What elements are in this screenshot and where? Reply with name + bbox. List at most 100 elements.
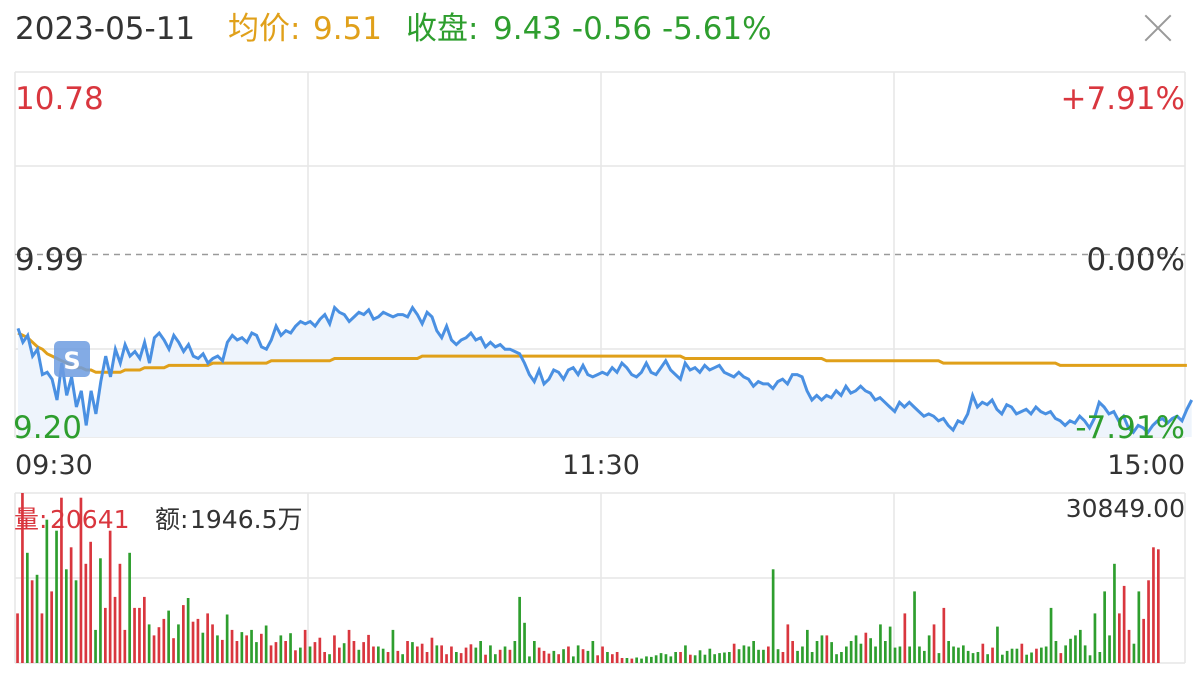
volume-bar [264,625,268,663]
volume-bar [489,645,492,663]
volume-bar [523,622,526,663]
volume-bar [586,650,590,663]
volume-bar [333,635,336,663]
volume-bar [703,654,707,663]
volume-bar [186,598,190,663]
volume-bar [84,563,88,663]
volume-bar [216,635,219,663]
volume-bar [16,613,19,663]
volume-bar [986,654,989,663]
volume-bar [552,650,556,663]
volume-bar [425,652,429,663]
volume-bar [996,626,999,663]
volume-bar [503,646,507,663]
volume-bar [182,605,185,663]
volume-bar [747,646,751,663]
volume-bar [147,624,151,663]
volume-bar [118,563,122,663]
volume-bar [1079,629,1082,663]
volume-bar [303,629,307,663]
volume-bar [1103,591,1106,663]
volume-bar [367,634,370,663]
volume-bar [1108,635,1111,663]
y-right-bottom: -7.91% [1075,410,1185,446]
volume-bar [815,641,819,663]
volume-bar [479,641,482,663]
volume-bar [1147,580,1150,663]
s-badge-icon[interactable]: S [54,341,90,377]
volume-bar [308,646,312,663]
volume-bar [879,624,882,663]
volume-bar [440,645,443,663]
volume-bar [830,642,833,663]
volume-bar [601,646,604,663]
volume-bar [1088,655,1092,663]
volume-bar [255,642,258,663]
volume-bar [416,646,419,663]
volume-bar [898,646,902,663]
volume-bar [1152,547,1155,663]
volume-bar [362,642,365,663]
volume-bar [620,658,624,663]
volume-bar [430,637,434,663]
volume-bar [445,654,448,663]
volume-bar [104,607,107,663]
volume-bar [1064,645,1067,663]
volume-bar [455,652,458,663]
volume-bar [459,653,463,663]
volume-bar [484,654,487,663]
volume-bar [498,649,502,663]
volume-bar [801,646,804,663]
volume-bar [869,638,872,663]
volume-bar [903,613,907,663]
volume-bar [572,656,575,663]
volume-bar [40,613,44,663]
volume-bar [767,646,770,663]
volume-bar [411,642,414,663]
volume-bar [606,652,609,663]
volume-bar [937,653,941,663]
volume-bar [172,638,175,663]
x-tick-mid: 11:30 [562,450,640,481]
volume-bar [1040,647,1043,663]
volume-bar [654,655,658,663]
volume-bar [35,574,39,663]
volume-bar [450,646,453,663]
price-line [16,304,1194,435]
volume-bar [245,635,248,663]
volume-bar [347,629,351,663]
date-label: 2023-05-11 [15,11,196,47]
volume-bar [781,652,785,663]
x-tick-close: 15:00 [1107,450,1185,481]
volume-bar [918,646,921,663]
volume-bar [698,650,702,663]
volume-bar [728,652,731,663]
amount-label: 额: [155,505,188,534]
volume-bar [1001,654,1004,663]
volume-bar [659,653,663,663]
volume-bar [235,641,239,663]
volume-bar [630,658,634,663]
volume-bar [372,646,375,663]
volume-bar [1157,549,1160,663]
volume-bar [640,658,643,663]
volume-bar [874,646,877,663]
volume-bar [1015,648,1019,663]
volume-bar [50,591,53,663]
volume-bar [279,635,283,663]
volume-bar [128,552,131,663]
volume-bar [1113,563,1116,663]
volume-bar [177,624,180,663]
volume-bar [674,652,677,663]
volume-bar [786,624,790,663]
volume-bar [230,629,234,663]
volume-bar [1069,638,1072,663]
volume-bar [537,647,541,663]
volume-bar [381,648,385,663]
volume-bar [240,632,244,663]
volume-bar [981,643,985,663]
volume-bar [957,647,960,663]
volume-label: 量: [14,505,47,534]
volume-bar [474,647,478,663]
volume-bar [352,641,356,663]
